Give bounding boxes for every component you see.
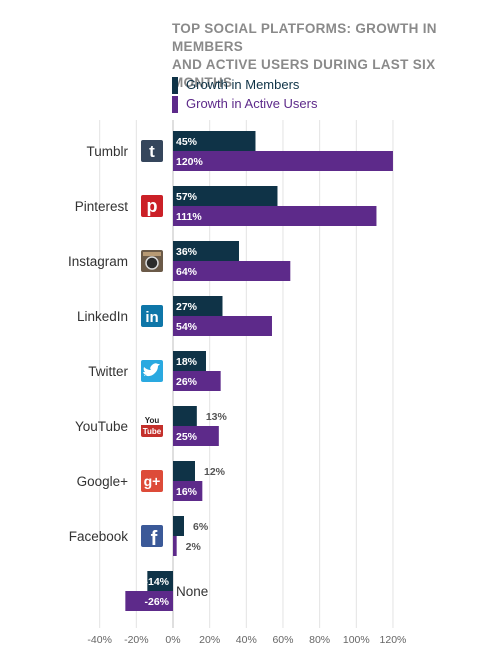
- icon-background: [141, 195, 163, 217]
- bar-facebook-active-users: [173, 536, 177, 556]
- value-labels: 45% 120% 57% 111% 36% 64% 27% 54% 18% 26% 13% 25% 12…: [144, 136, 227, 608]
- twitter-icon: [141, 360, 163, 382]
- google-plus-icon: g+: [141, 470, 163, 492]
- platform-icons: t p in You Tube g+ f: [141, 140, 163, 550]
- chart-title-line-2: AND ACTIVE USERS DURING LAST SIX MONTHS: [172, 57, 436, 90]
- pinterest-icon: p: [141, 195, 163, 217]
- twitter-bird: [143, 363, 160, 377]
- bar-none-active-users: [125, 591, 173, 611]
- icon-background: [141, 140, 163, 162]
- value-label: 25%: [176, 431, 198, 443]
- category-label: Google+: [77, 474, 129, 489]
- bars: [125, 131, 393, 611]
- bar-tumblr-members: [173, 131, 256, 151]
- chart-title: TOP SOCIAL PLATFORMS: GROWTH IN MEMBERS …: [172, 20, 492, 92]
- instagram-lens: [145, 256, 159, 270]
- icon-background: [141, 470, 163, 492]
- icon-background: [141, 525, 163, 547]
- x-tick-label: 40%: [236, 634, 257, 646]
- category-label: YouTube: [75, 419, 128, 434]
- value-label: 54%: [176, 321, 198, 333]
- x-tick-label: 0%: [165, 634, 180, 646]
- youtube-glyph-tube: Tube: [143, 427, 162, 436]
- value-label: 13%: [206, 411, 228, 423]
- facebook-glyph: f: [151, 528, 158, 550]
- tumblr-icon: t: [141, 140, 163, 162]
- bar-facebook-members: [173, 516, 184, 536]
- x-tick-label: -20%: [124, 634, 149, 646]
- bar-google-plus-active-users: [173, 481, 203, 501]
- youtube-glyph-you: You: [145, 416, 160, 425]
- category-label: Pinterest: [75, 199, 129, 214]
- instagram-icon: [141, 250, 163, 272]
- category-label: Instagram: [68, 254, 128, 269]
- value-label: -26%: [144, 596, 169, 608]
- x-tick-label: 100%: [343, 634, 370, 646]
- bar-twitter-active-users: [173, 371, 221, 391]
- value-label: 18%: [176, 356, 198, 368]
- category-label: Tumblr: [86, 144, 128, 159]
- bar-tumblr-active-users: [173, 151, 393, 171]
- legend-label-members: Growth in Members: [186, 77, 300, 92]
- value-label: -14%: [144, 576, 169, 588]
- value-label: 26%: [176, 376, 198, 388]
- bar-pinterest-members: [173, 186, 278, 206]
- linkedin-glyph: in: [145, 309, 158, 326]
- bar-instagram-members: [173, 241, 239, 261]
- x-tick-label: -40%: [87, 634, 112, 646]
- value-label: 120%: [176, 156, 204, 168]
- value-label: 2%: [186, 541, 202, 553]
- category-label: None: [176, 584, 208, 599]
- value-label: 16%: [176, 486, 198, 498]
- legend-swatch-active-users: [172, 96, 178, 113]
- chart-title-line-1: TOP SOCIAL PLATFORMS: GROWTH IN MEMBERS: [172, 21, 437, 54]
- value-label: 57%: [176, 191, 198, 203]
- bar-none-members: [147, 571, 173, 591]
- x-tick-label: 20%: [199, 634, 220, 646]
- linkedin-icon: in: [141, 305, 163, 327]
- bar-twitter-members: [173, 351, 206, 371]
- youtube-top: [141, 415, 163, 425]
- x-tick-label: 120%: [380, 634, 407, 646]
- value-label: 36%: [176, 246, 198, 258]
- category-labels: Tumblr Pinterest Instagram LinkedIn Twitter Y…: [68, 144, 208, 599]
- legend-swatch-members: [172, 77, 178, 94]
- bar-instagram-active-users: [173, 261, 291, 281]
- value-label: 6%: [193, 521, 209, 533]
- icon-background: [141, 305, 163, 327]
- bar-linkedin-active-users: [173, 316, 272, 336]
- category-label: LinkedIn: [77, 309, 128, 324]
- bar-google-plus-members: [173, 461, 195, 481]
- legend-label-active-users: Growth in Active Users: [186, 96, 318, 111]
- bar-youtube-active-users: [173, 426, 219, 446]
- pinterest-glyph: p: [147, 196, 158, 216]
- google-plus-glyph: g+: [144, 473, 161, 489]
- x-tick-label: 80%: [309, 634, 330, 646]
- youtube-icon: You Tube: [141, 415, 163, 437]
- category-label: Twitter: [88, 364, 128, 379]
- facebook-icon: f: [141, 525, 163, 550]
- value-label: 45%: [176, 136, 198, 148]
- bar-youtube-members: [173, 406, 197, 426]
- x-tick-label: 60%: [272, 634, 293, 646]
- category-label: Facebook: [69, 529, 129, 544]
- x-axis-ticks: -40% -20% 0% 20% 40% 60% 80% 100% 120%: [87, 634, 406, 646]
- value-label: 64%: [176, 266, 198, 278]
- value-label: 27%: [176, 301, 198, 313]
- tumblr-glyph: t: [149, 142, 155, 161]
- value-label: 111%: [176, 211, 202, 223]
- bar-linkedin-members: [173, 296, 223, 316]
- instagram-stripe: [143, 252, 161, 256]
- bar-pinterest-active-users: [173, 206, 377, 226]
- value-label: 12%: [204, 466, 226, 478]
